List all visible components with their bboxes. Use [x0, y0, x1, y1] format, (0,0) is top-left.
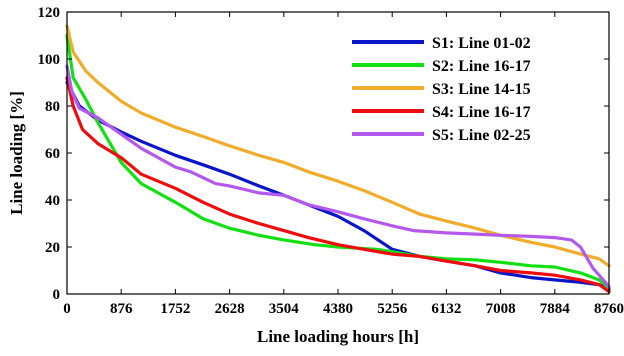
legend-label-s1: S1: Line 01-02: [432, 35, 531, 52]
x-axis-title: Line loading hours [h]: [257, 327, 419, 346]
legend-label-s3: S3: Line 14-15: [432, 81, 531, 98]
x-tick-label: 4380: [323, 301, 353, 317]
ticks-layer: 0 876 1752 2628 3504 4380 5256 6132 7008 7884 8760…: [38, 5, 624, 317]
x-tick-label: 7008: [486, 301, 516, 317]
y-axis-title: Line loading [%]: [7, 91, 26, 215]
y-tick-label: 40: [45, 193, 60, 209]
legend-label-s4: S4: Line 16-17: [432, 104, 531, 121]
x-tick-label: 3504: [269, 301, 300, 317]
x-tick-label: 2628: [215, 301, 245, 317]
legend: S1: Line 01-02 S2: Line 16-17 S3: Line 14-…: [352, 35, 531, 144]
legend-label-s2: S2: Line 16-17: [432, 58, 531, 75]
y-tick-label: 0: [53, 287, 61, 303]
x-tick-label: 8760: [594, 301, 624, 317]
y-tick-label: 20: [45, 240, 60, 256]
x-tick-label: 876: [110, 301, 133, 317]
series-line-s3: [65, 24, 611, 268]
series-line-s4: [65, 76, 611, 294]
y-tick-label: 120: [38, 5, 61, 21]
series-line-s5: [65, 64, 611, 289]
x-tick-label: 6132: [431, 301, 461, 317]
plot-layer: [65, 24, 611, 294]
series-line-s2: [65, 33, 611, 294]
y-tick-label: 100: [38, 52, 61, 68]
x-tick-label: 0: [63, 301, 71, 317]
y-tick-label: 80: [45, 99, 60, 115]
series-line-s1: [65, 80, 611, 291]
y-tick-label: 60: [45, 146, 60, 162]
legend-label-s5: S5: Line 02-25: [432, 127, 531, 144]
x-tick-label: 7884: [540, 301, 571, 317]
x-tick-label: 5256: [377, 301, 408, 317]
x-tick-label: 1752: [160, 301, 190, 317]
